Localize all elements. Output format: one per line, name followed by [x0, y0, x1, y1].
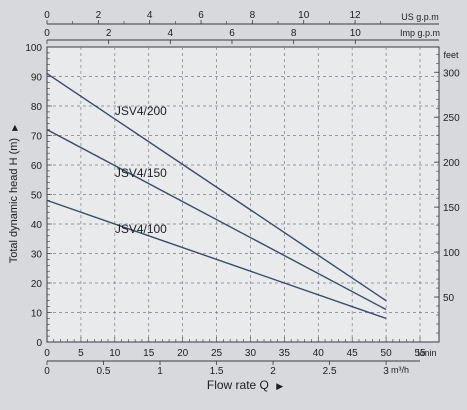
x-axis-title-text: Flow rate Q: [207, 378, 269, 392]
x-tick-label-usgpm: 10: [298, 10, 310, 21]
series-label: JSV4/100: [115, 222, 167, 236]
lmin-unit-label: l/min: [417, 348, 436, 358]
y-tick-label-m: 0: [36, 338, 42, 349]
x-tick-label-lmin: 20: [177, 348, 189, 359]
x-tick-label-lmin: 0: [44, 348, 50, 359]
x-tick-label-m3h: 2.5: [323, 366, 337, 377]
y-tick-label-m: 20: [31, 279, 43, 290]
bottom-axes: l/min m³/h Flow rate Q ▶: [47, 348, 437, 392]
x-tick-label-m3h: 0.5: [97, 366, 111, 377]
y-tick-label-m: 90: [31, 73, 43, 84]
series-label: JSV4/150: [115, 166, 167, 180]
x-tick-label-lmin: 15: [143, 348, 155, 359]
left-axis: Total dynamic head H (m) ▶: [8, 124, 20, 263]
y-tick-label-feet: 150: [443, 203, 460, 214]
y-tick-label-m: 10: [31, 309, 43, 320]
series-label: JSV4/200: [115, 104, 167, 118]
y-tick-label-m: 100: [25, 43, 42, 54]
x-tick-label-lmin: 30: [245, 348, 257, 359]
x-tick-label-m3h: 0: [44, 366, 50, 377]
tick-labels: 0 5 10 15 20 25 30 35 40 45 50 550 0.5 1 1.5 2 2.5 30 2 4 6 8…: [25, 10, 460, 377]
arrow-right-icon: ▶: [276, 381, 283, 391]
x-tick-label-usgpm: 4: [147, 10, 153, 21]
series-line: [46, 72, 387, 302]
y-tick-label-m: 30: [31, 250, 43, 261]
x-tick-label-m3h: 1: [157, 366, 163, 377]
y-tick-label-m: 40: [31, 220, 43, 231]
x-tick-label-lmin: 55: [414, 348, 426, 359]
y-tick-label-feet: 250: [443, 113, 460, 124]
y-tick-label-feet: 300: [443, 68, 460, 79]
feet-unit-label: feet: [443, 50, 459, 60]
series-line: [46, 128, 387, 311]
y-tick-label-feet: 200: [443, 158, 460, 169]
x-tick-label-impgpm: 0: [44, 28, 50, 39]
y-tick-label-m: 50: [31, 191, 43, 202]
y-tick-label-feet: 50: [443, 293, 455, 304]
x-tick-label-lmin: 35: [279, 348, 291, 359]
usgpm-unit-label: US g.p.m: [401, 12, 439, 22]
x-axis-title: Flow rate Q ▶: [207, 378, 283, 392]
x-tick-label-lmin: 40: [313, 348, 325, 359]
x-tick-label-impgpm: 6: [229, 28, 235, 39]
x-tick-label-lmin: 25: [211, 348, 223, 359]
x-tick-label-lmin: 10: [109, 348, 121, 359]
x-tick-label-usgpm: 0: [44, 10, 50, 21]
x-tick-label-usgpm: 8: [250, 10, 256, 21]
top-axes: US g.p.m Imp g.p.m: [47, 12, 440, 41]
y-tick-label-m: 70: [31, 132, 43, 143]
y-axis-title: Total dynamic head H (m) ▶: [8, 124, 20, 263]
x-tick-label-lmin: 45: [347, 348, 359, 359]
x-tick-label-m3h: 3: [383, 366, 389, 377]
series-line: [46, 199, 387, 320]
x-tick-label-usgpm: 2: [96, 10, 102, 21]
x-tick-label-impgpm: 8: [291, 28, 297, 39]
arrow-up-icon: ▶: [10, 124, 19, 131]
x-tick-label-impgpm: 4: [168, 28, 174, 39]
x-tick-label-lmin: 50: [381, 348, 393, 359]
x-tick-label-impgpm: 2: [106, 28, 112, 39]
plot-area: [46, 46, 440, 343]
x-tick-label-m3h: 2: [270, 366, 276, 377]
x-tick-label-m3h: 1.5: [210, 366, 224, 377]
y-tick-label-m: 80: [31, 102, 43, 113]
x-tick-label-lmin: 5: [78, 348, 84, 359]
m3h-unit-label: m³/h: [391, 365, 409, 375]
y-tick-label-m: 60: [31, 161, 43, 172]
impgpm-unit-label: Imp g.p.m: [400, 28, 440, 38]
x-tick-label-usgpm: 12: [350, 10, 362, 21]
series-labels: JSV4/200 JSV4/150 JSV4/100: [115, 104, 167, 236]
y-axis-title-text: Total dynamic head H (m): [8, 138, 20, 263]
x-tick-label-usgpm: 6: [198, 10, 204, 21]
right-axis: feet: [443, 50, 459, 60]
y-tick-label-feet: 100: [443, 248, 460, 259]
series-lines: [46, 72, 387, 320]
x-tick-label-impgpm: 10: [350, 28, 362, 39]
